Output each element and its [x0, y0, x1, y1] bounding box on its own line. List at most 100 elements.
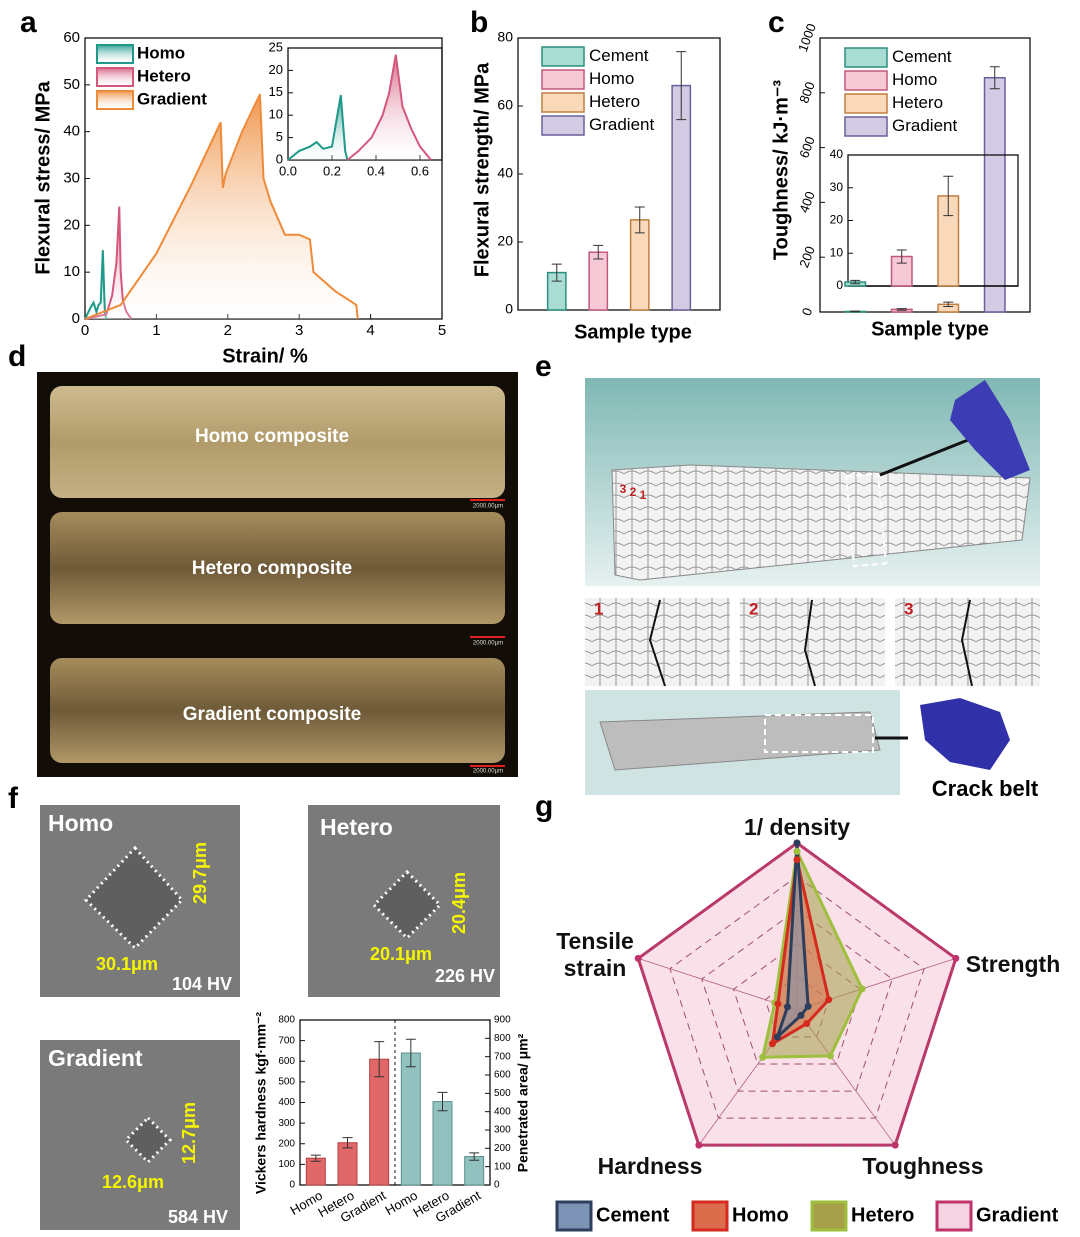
- line: [84, 250, 108, 320]
- error-bar: [896, 308, 907, 311]
- slab: [50, 386, 505, 498]
- legend-swatch: [96, 44, 134, 64]
- bar: [400, 1052, 421, 1186]
- error-bar: [374, 1041, 385, 1078]
- panel-letter: g: [535, 790, 553, 823]
- axis-label: Flexural strength/ MPa: [471, 62, 493, 277]
- x-tick-label: 3: [295, 322, 303, 339]
- arrow: [879, 438, 969, 477]
- axis-label: Strain/ %: [222, 345, 308, 367]
- indent: [83, 845, 185, 951]
- radar-axis-label: Strength: [965, 951, 1061, 977]
- radar-spoke: [638, 958, 798, 1011]
- legend-swatch: [541, 115, 585, 136]
- y-tick-label: 200: [796, 244, 818, 270]
- y-tick-label: 400: [796, 189, 818, 215]
- y-tick-label: 300: [278, 1118, 295, 1129]
- legend-label: Hetero: [851, 1204, 914, 1226]
- error-bar: [634, 206, 645, 234]
- legend-label: Homo: [589, 69, 634, 88]
- legend-label: Cement: [589, 46, 649, 65]
- dimension: 20.4μm: [449, 872, 469, 934]
- y-tick-label: 40: [63, 123, 80, 140]
- legend-swatch: [691, 1200, 729, 1232]
- slab: [50, 658, 505, 763]
- y2-tick-label: 800: [494, 1033, 511, 1044]
- ct-slice: [740, 598, 885, 686]
- radar-point: [952, 954, 960, 962]
- bar: [369, 1058, 390, 1186]
- legend-label: Gradient: [589, 115, 654, 134]
- bar: [464, 1156, 485, 1186]
- x-tick-label: 0.6: [411, 163, 429, 178]
- area: [85, 94, 358, 319]
- indent: [123, 1115, 173, 1165]
- error-bar: [943, 301, 954, 308]
- axis-label: Sample type: [574, 321, 692, 343]
- legend-swatch: [935, 1200, 973, 1232]
- x-tick-label: 5: [438, 322, 446, 339]
- y-tick-label: 0: [72, 310, 80, 327]
- caption: Crack belt: [932, 776, 1039, 801]
- error-bar: [989, 66, 1000, 90]
- image-label: Hetero: [320, 814, 393, 840]
- legend-label: Hetero: [589, 92, 640, 111]
- y-tick-label: 30: [63, 169, 80, 186]
- image-label: Gradient: [48, 1045, 143, 1071]
- axis-label: Toughness/ kJ·m⁻³: [770, 80, 792, 261]
- error-bar: [405, 1038, 416, 1068]
- y-tick-label: 0: [505, 301, 513, 317]
- radar-point: [793, 839, 801, 847]
- y-tick-label: 800: [796, 80, 818, 106]
- bar: [337, 1142, 358, 1186]
- x-tick-label: 0.2: [323, 163, 341, 178]
- bar: [629, 219, 650, 311]
- y2-tick-label: 300: [494, 1125, 511, 1136]
- legend-swatch: [844, 70, 888, 91]
- legend-label: Gradient: [976, 1204, 1059, 1226]
- slice-label: 2: [749, 599, 758, 618]
- radar-point: [774, 1000, 782, 1008]
- y-tick-label: 20: [63, 216, 80, 233]
- y-tick-label: 5: [276, 129, 283, 144]
- panel-letter: c: [768, 6, 785, 39]
- legend-swatch: [541, 69, 585, 90]
- slab-label: Homo composite: [195, 426, 349, 447]
- legend-swatch: [844, 93, 888, 114]
- panel-letter: a: [20, 6, 37, 39]
- y-tick-label: 600: [796, 134, 818, 160]
- y-tick-label: 80: [497, 29, 513, 45]
- axis-label: Flexural stress/ MPa: [32, 80, 54, 274]
- slice-mark: 2: [630, 485, 637, 499]
- x-tick-label: 1: [152, 322, 160, 339]
- radar-point: [826, 1052, 834, 1060]
- crack-3d: [950, 380, 1030, 480]
- ct-block: [611, 464, 1031, 581]
- error-bar: [676, 51, 687, 121]
- y2-tick-label: 600: [494, 1070, 511, 1081]
- x-tick-label: 0: [81, 322, 89, 339]
- error-bar: [593, 244, 604, 260]
- x-tick-label: 0.4: [367, 163, 385, 178]
- y-tick-label: 60: [497, 97, 513, 113]
- y-tick-label: 25: [269, 39, 283, 54]
- radar-point: [773, 1033, 781, 1041]
- legend-swatch: [844, 116, 888, 137]
- y-tick-label: 40: [830, 147, 844, 161]
- radar-point: [793, 847, 801, 855]
- plot-frame: [819, 37, 1031, 313]
- y-tick-label: 0: [276, 151, 283, 166]
- error-bar: [310, 1154, 321, 1162]
- y-tick-label: 15: [269, 84, 283, 99]
- panel-d: d Homo composite Hetero composite Gradie…: [8, 340, 518, 777]
- y-tick-label: 20: [830, 213, 844, 227]
- line: [84, 93, 359, 320]
- radar-area: [775, 842, 810, 1039]
- y-tick-label: 100: [278, 1159, 295, 1170]
- y2-tick-label: 900: [494, 1015, 511, 1026]
- y-tick-label: 400: [278, 1097, 295, 1108]
- y2-tick-label: 100: [494, 1161, 511, 1172]
- radar-point: [797, 1011, 805, 1019]
- radar-point: [634, 954, 642, 962]
